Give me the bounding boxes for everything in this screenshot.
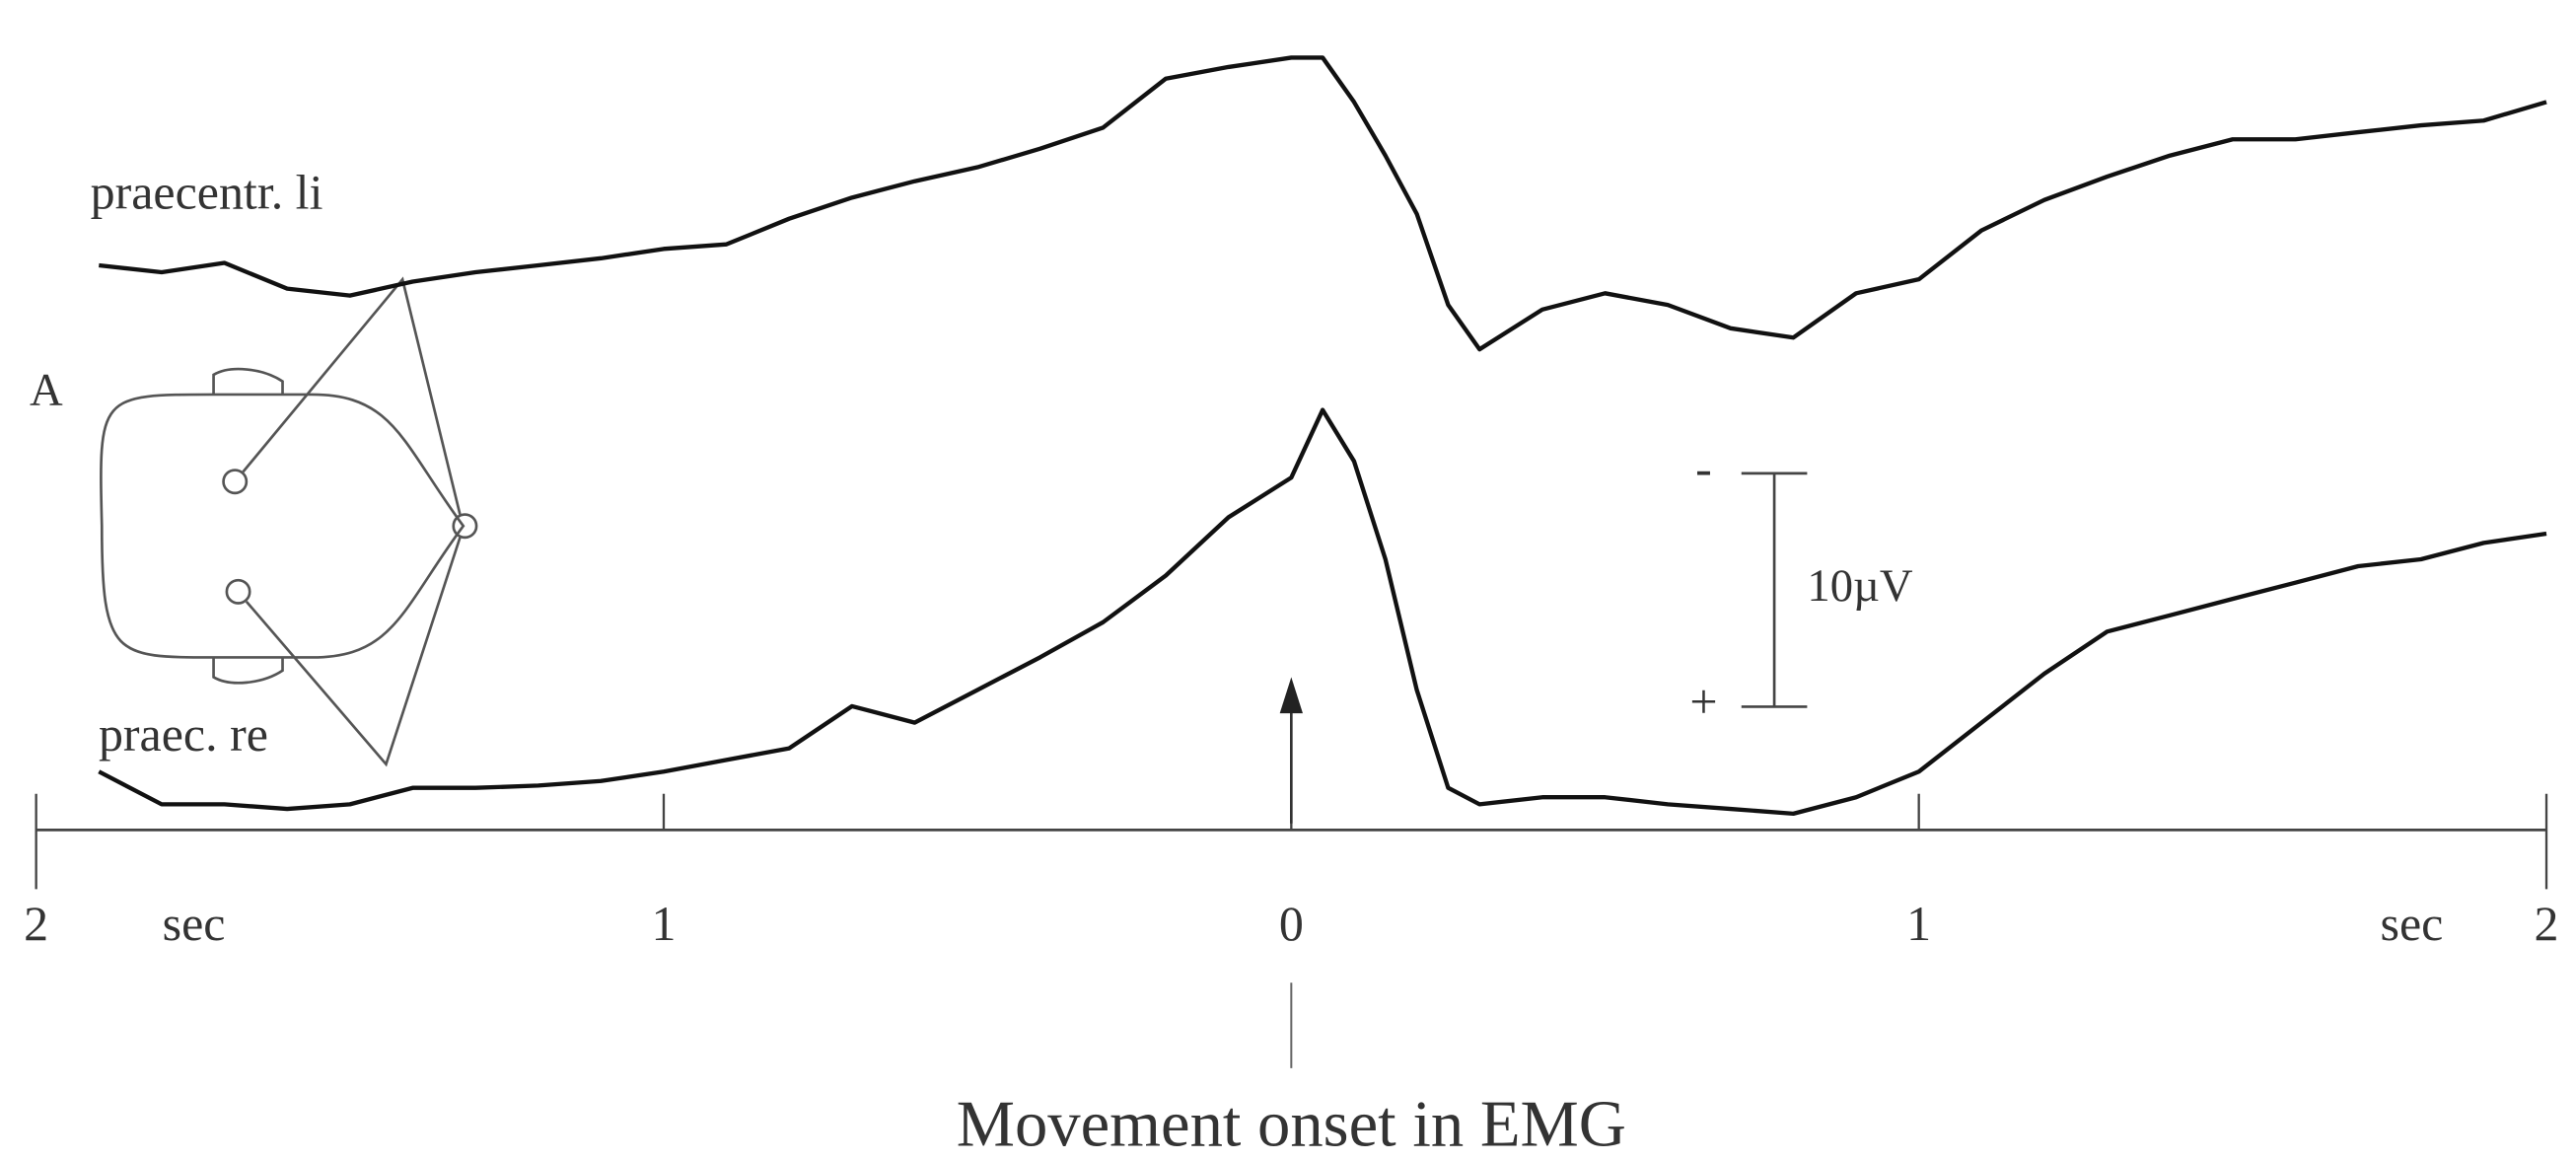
trace xyxy=(98,407,2547,817)
scale-bar-bottom-label: + xyxy=(1689,674,1717,729)
trace-label: praec. re xyxy=(99,706,268,762)
electrode-left xyxy=(222,469,249,495)
trace xyxy=(99,55,2547,352)
panel-label: A xyxy=(30,365,63,416)
trace-label: praecentr. li xyxy=(91,165,323,220)
x-tick-label: 1 xyxy=(651,896,676,951)
annotation: Movement onset in EMG xyxy=(957,1089,1626,1161)
scale-bar-label: 10µV xyxy=(1807,560,1912,612)
lead-left xyxy=(242,276,462,515)
x-tick-label: 0 xyxy=(1279,896,1304,951)
electrode-right xyxy=(225,578,251,605)
scale-bar-top-label: - xyxy=(1695,440,1712,495)
x-tick-label: 2 xyxy=(24,896,48,951)
electrode-reference xyxy=(452,513,478,540)
head-diagram xyxy=(100,276,478,767)
ear-top xyxy=(212,367,284,395)
x-tick-label: 1 xyxy=(1906,896,1931,951)
x-unit-left: sec xyxy=(163,896,226,951)
lead-right xyxy=(245,537,462,767)
x-tick-label: 2 xyxy=(2535,896,2559,951)
onset-arrowhead xyxy=(1279,677,1303,714)
ear-bottom xyxy=(212,657,284,685)
x-unit-right: sec xyxy=(2381,896,2444,951)
head-outline xyxy=(100,393,465,659)
